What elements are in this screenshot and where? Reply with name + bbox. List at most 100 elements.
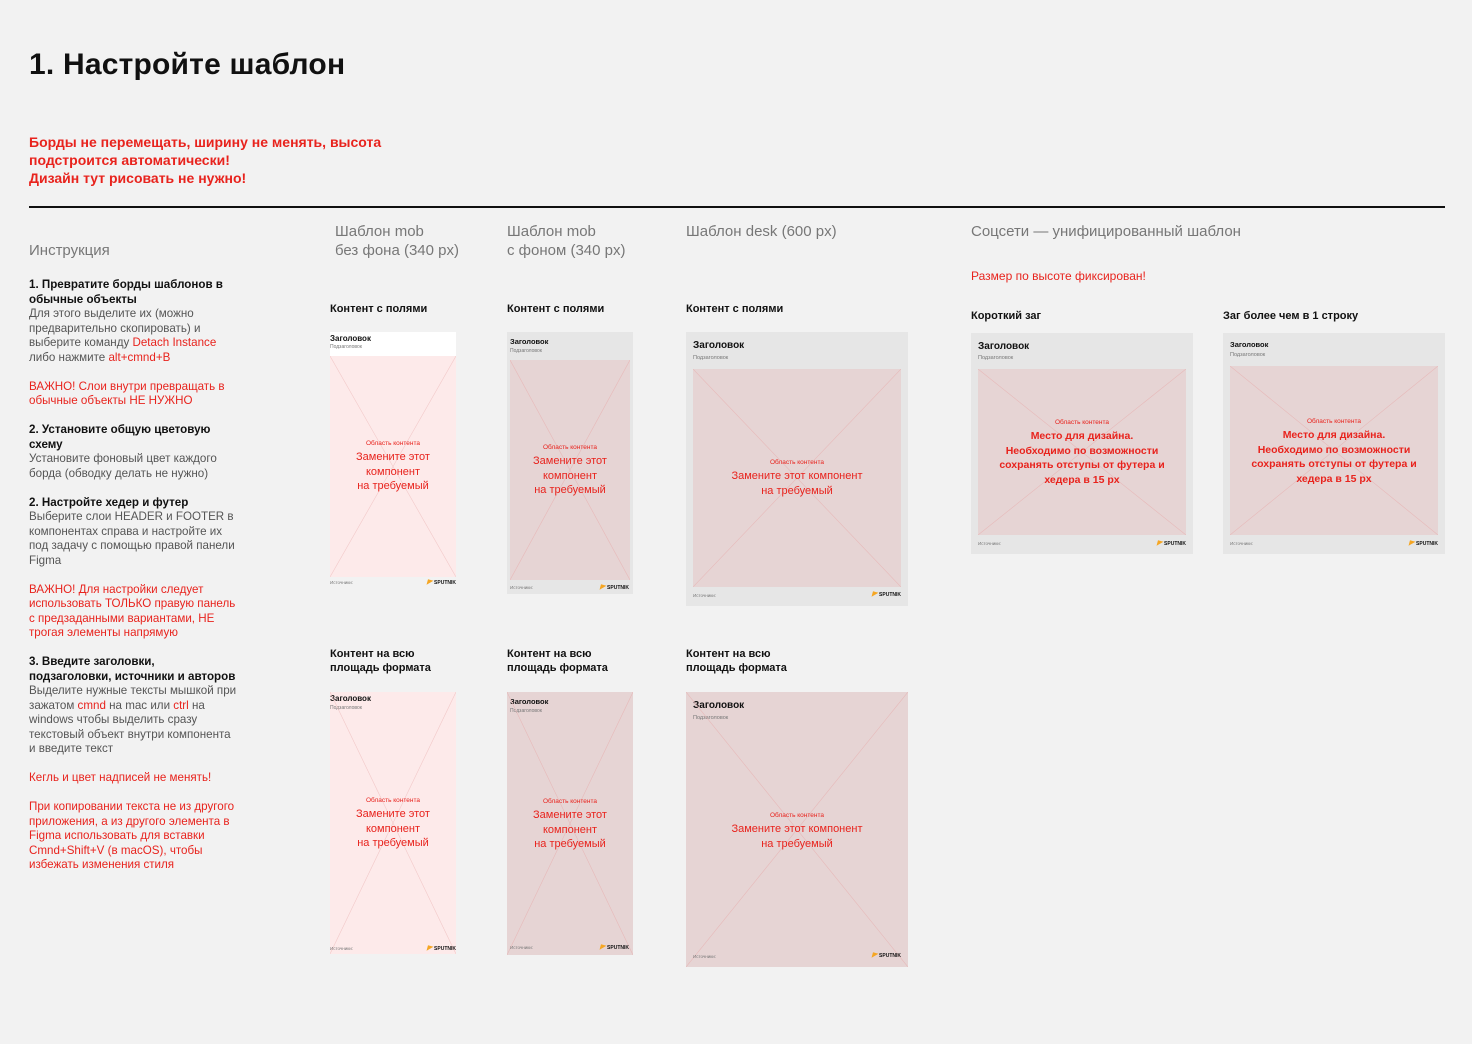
content-placeholder-text: Область контента Место для дизайна. Необ…	[978, 419, 1186, 487]
replace-line: на требуемый	[761, 837, 833, 850]
source-label: Источники:	[693, 593, 716, 598]
area-label: Область контента	[365, 797, 421, 804]
step-text: на windows чтобы выделить сразу текстовы…	[29, 698, 231, 756]
replace-line: на требуемый	[357, 480, 429, 492]
page-title: 1. Настройте шаблон	[29, 48, 346, 81]
content-area[interactable]: Область контента Замените этот компонент…	[693, 369, 901, 587]
instruction-warning: ВАЖНО! Слои внутри превращать в обычные …	[29, 379, 225, 408]
content-area[interactable]: Область контента Замените этот компонент…	[507, 692, 633, 955]
label-line: Контент на всю	[330, 648, 415, 660]
replace-line: Замените этот	[533, 809, 607, 821]
sputnik-logo-icon	[424, 943, 434, 951]
column-heading-mob-nobg: Шаблон mob без фона (340 px)	[335, 222, 459, 260]
label-full-area: Контент на всю площадь формата	[507, 647, 608, 675]
card-title: Заголовок	[693, 340, 745, 351]
label-with-margins: Контент с полями	[507, 303, 605, 315]
logo-text: SPUTNIK	[1416, 541, 1438, 547]
card-title: Заголовок	[330, 694, 371, 703]
card-title: Заголовок	[330, 334, 371, 343]
social-line: хедера в 15 px	[1044, 473, 1120, 486]
template-social-long[interactable]: Заголовок Подзаголовок Область контента …	[1223, 333, 1445, 554]
sputnik-logo: SPUTNIK	[597, 582, 629, 591]
sputnik-logo: SPUTNIK	[597, 942, 629, 951]
template-mob-nobg-full[interactable]: Заголовок Подзаголовок Область контента …	[330, 692, 456, 954]
content-placeholder-text: Область контента Замените этот компонент…	[507, 798, 633, 852]
sputnik-logo-icon	[597, 582, 607, 590]
card-subtitle: Подзаголовок	[510, 348, 542, 354]
replace-line: на требуемый	[761, 484, 833, 497]
step-text: Для этого выделите их (можно предварител…	[29, 307, 201, 349]
column-heading-social: Соцсети — унифицированный шаблон	[971, 223, 1241, 240]
step-text: либо нажмите	[29, 350, 109, 364]
content-area[interactable]: Область контента Замените этот компонент…	[330, 692, 456, 954]
content-placeholder-text: Область контента Место для дизайна. Необ…	[1230, 418, 1438, 486]
content-area[interactable]: Область контента Место для дизайна. Необ…	[978, 369, 1186, 535]
instructions-heading: Инструкция	[29, 242, 110, 259]
step-text: Установите фоновый цвет каждого борда (о…	[29, 452, 217, 480]
content-placeholder-text: Область контента Замените этот компонент…	[693, 459, 901, 498]
content-placeholder-text: Область контента Замените этот компонент…	[686, 812, 908, 851]
source-label: Источники:	[510, 945, 533, 950]
content-area[interactable]: Область контента Место для дизайна. Необ…	[1230, 366, 1438, 535]
step-keys: alt+cmnd+B	[108, 350, 171, 364]
area-label: Область контента	[1306, 418, 1362, 425]
placeholder-cross-icon	[330, 692, 456, 954]
replace-line: Замените этот компонент	[731, 470, 863, 482]
social-line: Место для дизайна.	[1030, 430, 1134, 442]
step-title: 1. Превратите борды шаблонов в обычные о…	[29, 278, 223, 306]
card-title: Заголовок	[510, 337, 549, 346]
label-line: площадь формата	[686, 662, 787, 674]
content-placeholder-text: Область контента Замените этот компонент…	[510, 444, 630, 498]
sputnik-logo-icon	[597, 942, 607, 950]
sputnik-logo-icon	[869, 950, 879, 958]
card-subtitle: Подзаголовок	[978, 355, 1014, 361]
content-area[interactable]: Область контента Замените этот компонент…	[510, 360, 630, 580]
template-social-short[interactable]: Заголовок Подзаголовок Область контента …	[971, 333, 1193, 554]
placeholder-cross-icon	[510, 360, 630, 580]
template-mob-bg-full[interactable]: Заголовок Подзаголовок Область контента …	[507, 692, 633, 955]
replace-line: Замените этот	[356, 808, 430, 820]
source-label: Источники:	[510, 585, 533, 590]
card-subtitle: Подзаголовок	[693, 715, 729, 721]
logo-text: SPUTNIK	[1164, 541, 1186, 547]
template-desk-margins[interactable]: Заголовок Подзаголовок Область контента …	[686, 332, 908, 606]
sputnik-logo-icon	[869, 589, 879, 597]
logo-text: SPUTNIK	[434, 946, 456, 952]
logo-text: SPUTNIK	[607, 585, 629, 591]
instruction-warning: Кегль и цвет надписей не менять!	[29, 771, 212, 784]
step-title: 2. Установите общую цветовую схему	[29, 423, 211, 451]
logo-text: SPUTNIK	[607, 945, 629, 951]
column-heading-mob-bg: Шаблон mob с фоном (340 px)	[507, 222, 625, 260]
source-label: Источники:	[693, 954, 716, 959]
step-link: Detach Instance	[132, 336, 217, 349]
social-line: Место для дизайна.	[1282, 429, 1386, 441]
area-label: Область контента	[769, 459, 825, 466]
content-placeholder-text: Область контента Замените этот компонент…	[330, 440, 456, 494]
template-desk-full[interactable]: Заголовок Подзаголовок Область контента …	[686, 692, 908, 967]
placeholder-cross-icon	[978, 369, 1186, 535]
warning-line: Дизайн тут рисовать не нужно!	[29, 170, 247, 186]
social-height-note: Размер по высоте фиксирован!	[971, 269, 1146, 283]
source-label: Источники:	[1230, 541, 1253, 546]
template-mob-nobg-margins[interactable]: Заголовок Подзаголовок Область контента …	[330, 332, 456, 588]
card-subtitle: Подзаголовок	[693, 355, 729, 361]
social-line: хедера в 15 px	[1296, 472, 1372, 485]
template-mob-bg-margins[interactable]: Заголовок Подзаголовок Область контента …	[507, 332, 633, 594]
source-label: Источники:	[330, 580, 353, 585]
label-with-margins: Контент с полями	[686, 303, 784, 315]
sputnik-logo: SPUTNIK	[1154, 538, 1186, 547]
step-title: 3. Введите заголовки, подзаголовки, исто…	[29, 655, 236, 683]
content-area[interactable]: Область контента Замените этот компонент…	[686, 692, 908, 967]
sputnik-logo-icon	[1154, 538, 1164, 546]
label-line: площадь формата	[507, 662, 608, 674]
label-line: площадь формата	[330, 662, 431, 674]
card-title: Заголовок	[978, 341, 1030, 352]
instruction-warning: ВАЖНО! Для настройки следует использоват…	[29, 582, 236, 640]
label-line: Контент на всю	[507, 648, 592, 660]
social-line: Необходимо по возможности	[1005, 444, 1159, 457]
heading-line: с фоном (340 px)	[507, 242, 626, 259]
instruction-step-2: 2. Установите общую цветовую схему Устан…	[29, 423, 239, 481]
card-subtitle: Подзаголовок	[330, 705, 362, 711]
content-area[interactable]: Область контента Замените этот компонент…	[330, 356, 456, 577]
card-title: Заголовок	[510, 697, 549, 706]
